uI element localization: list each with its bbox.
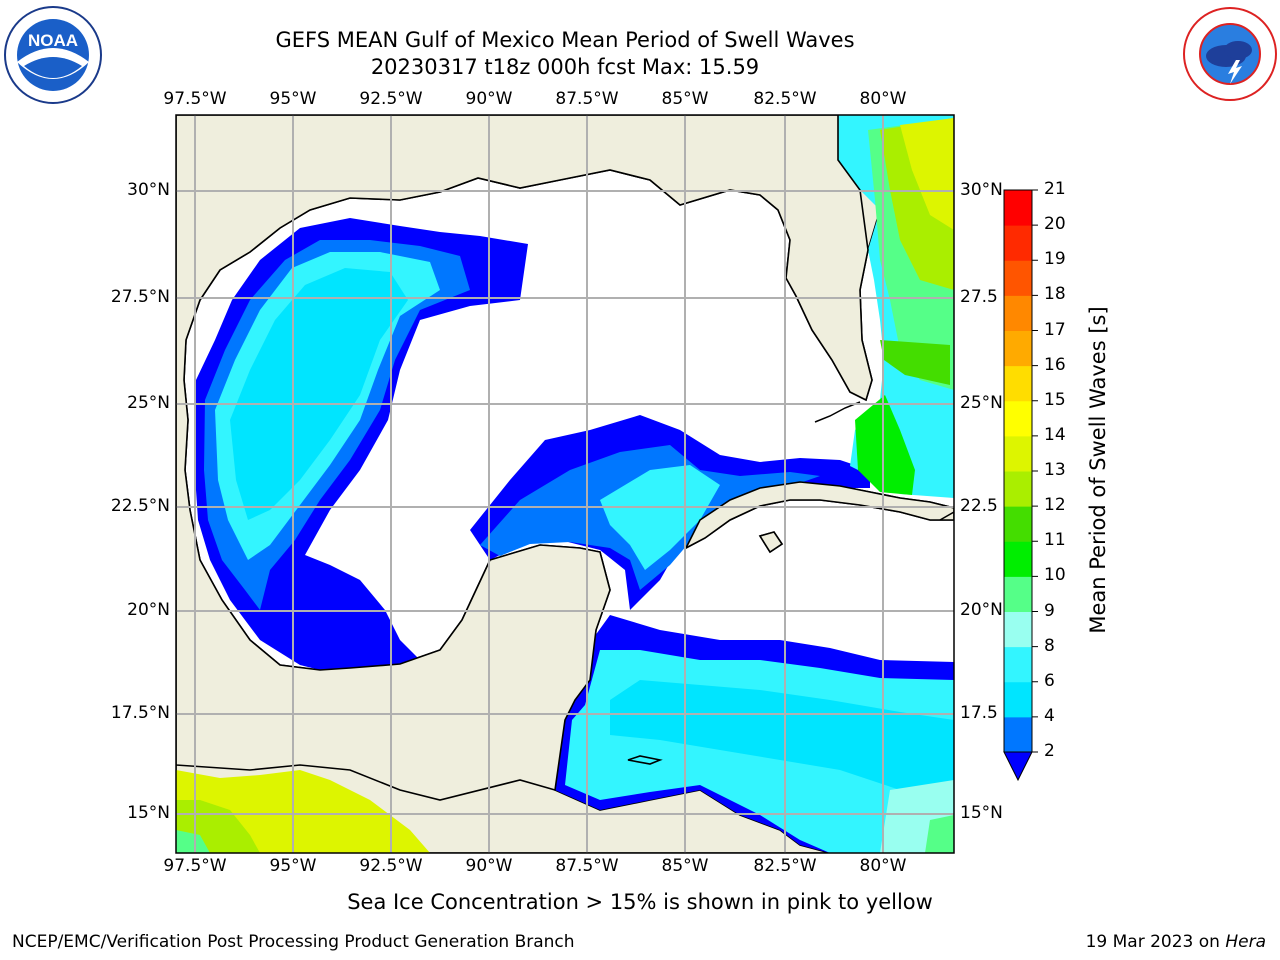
map-grid — [176, 115, 954, 853]
lat-tick-label: 20°N — [960, 600, 1003, 620]
lon-tick-label: 92.5°W — [359, 856, 423, 876]
lat-tick-label: 17.5°N — [110, 703, 170, 723]
land-overlay — [176, 115, 954, 801]
lon-tick-label: 92.5°W — [359, 89, 423, 109]
colorbar-bin — [1004, 330, 1032, 367]
colorbar-bin — [1004, 646, 1032, 683]
colorbar-tick-label: 2 — [1044, 741, 1055, 761]
sea-ice-note: Sea Ice Concentration > 15% is shown in … — [347, 890, 933, 914]
colorbar-bin — [1004, 260, 1032, 296]
lon-tick-label: 95°W — [269, 89, 317, 109]
lat-tick-label: 25°N — [127, 393, 170, 413]
lat-tick-label: 20°N — [127, 600, 170, 620]
lon-tick-label: 95°W — [269, 856, 317, 876]
lon-tick-label: 90°W — [465, 89, 513, 109]
colorbar-tick-label: 19 — [1044, 249, 1066, 270]
lon-tick-label: 87.5°W — [555, 856, 619, 876]
nws-logo — [1183, 7, 1277, 101]
colorbar-bin — [1004, 716, 1032, 753]
footer-date-text: 19 Mar 2023 on — [1085, 932, 1226, 952]
lat-tick-label: 27.5 — [960, 287, 998, 307]
colorbar-tick-label: 10 — [1044, 565, 1066, 586]
colorbar-bin — [1004, 541, 1032, 577]
footer-credit: NCEP/EMC/Verification Post Processing Pr… — [12, 932, 575, 952]
map-subtitle: 20230317 t18z 000h fcst Max: 15.59 — [370, 55, 760, 79]
map-title: GEFS MEAN Gulf of Mexico Mean Period of … — [275, 28, 855, 52]
map-frame — [175, 114, 955, 854]
colorbar — [1003, 189, 1038, 782]
colorbar-tick-label: 8 — [1044, 635, 1055, 656]
colorbar-bin — [1004, 190, 1032, 226]
lon-tick-label: 85°W — [661, 856, 709, 876]
colorbar-tick-label: 11 — [1044, 530, 1066, 551]
colorbar-bin — [1004, 295, 1032, 331]
colorbar-bin — [1004, 365, 1032, 402]
lat-tick-label: 22.5°N — [110, 496, 170, 516]
lat-tick-label: 25°N — [960, 393, 1003, 413]
lat-tick-label: 30°N — [960, 180, 1003, 200]
colorbar-tick-label: 14 — [1044, 424, 1066, 445]
colorbar-tick-label: 9 — [1044, 600, 1055, 621]
lon-tick-label: 80°W — [859, 856, 907, 876]
colorbar-tick-label: 12 — [1044, 495, 1066, 516]
lon-tick-label: 85°W — [661, 89, 709, 109]
lat-tick-label: 30°N — [127, 180, 170, 200]
colorbar-bin — [1004, 471, 1032, 507]
lat-tick-label: 15°N — [127, 803, 170, 823]
colorbar-bin — [1004, 225, 1032, 261]
footer-date: 19 Mar 2023 on Hera — [1086, 932, 1266, 952]
colorbar-label: Mean Period of Swell Waves [s] — [1086, 306, 1110, 634]
lat-tick-label: 17.5 — [960, 703, 998, 723]
lat-tick-label: 27.5°N — [110, 287, 170, 307]
colorbar-tick-label: 17 — [1044, 319, 1066, 340]
colorbar-tick-label: 13 — [1044, 460, 1066, 480]
lon-tick-label: 82.5°W — [753, 856, 817, 876]
lon-tick-label: 87.5°W — [555, 89, 619, 109]
lat-tick-label: 15°N — [960, 803, 1003, 823]
colorbar-bin — [1004, 611, 1032, 648]
lon-tick-label: 97.5°W — [163, 856, 227, 876]
colorbar-bin — [1004, 400, 1032, 437]
colorbar-bin — [1004, 576, 1032, 612]
lon-tick-label: 80°W — [859, 89, 907, 109]
colorbar-tick-label: 16 — [1044, 354, 1066, 375]
map-area — [176, 115, 954, 853]
lon-tick-label: 82.5°W — [753, 89, 817, 109]
footer-machine: Hera — [1225, 932, 1266, 952]
lon-tick-label: 90°W — [465, 856, 513, 876]
colorbar-bin — [1004, 681, 1032, 718]
colorbar-tick-label: 6 — [1044, 670, 1055, 691]
colorbar-tick-label: 20 — [1044, 214, 1066, 235]
colorbar-tick-label: 18 — [1044, 284, 1066, 305]
svg-text:NOAA: NOAA — [28, 31, 78, 50]
swell-period-field — [176, 115, 954, 853]
colorbar-bin — [1004, 506, 1032, 542]
colorbar-tick-label: 15 — [1044, 389, 1066, 410]
colorbar-tick-label: 4 — [1044, 705, 1055, 726]
colorbar-tick-label: 21 — [1044, 179, 1066, 199]
colorbar-extend-arrow — [1003, 751, 1033, 782]
lon-tick-label: 97.5°W — [163, 89, 227, 109]
colorbar-bin — [1004, 435, 1032, 472]
lat-tick-label: 22.5 — [960, 496, 998, 516]
noaa-logo: NOAA — [4, 6, 102, 104]
